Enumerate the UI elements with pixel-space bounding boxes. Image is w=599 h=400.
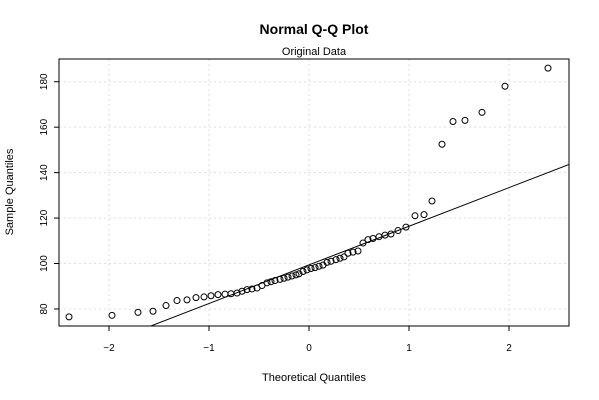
reference-line (149, 163, 569, 326)
data-point (207, 292, 215, 300)
data-point (149, 307, 157, 315)
data-point (394, 227, 402, 235)
grid-lines (59, 59, 569, 326)
data-point (369, 235, 377, 243)
y-tick-label: 100 (39, 255, 50, 272)
data-point (461, 116, 469, 124)
data-point (162, 302, 170, 310)
x-tick-label: 1 (406, 343, 412, 354)
data-point (183, 296, 191, 304)
data-point (134, 308, 142, 316)
x-tick-label: −2 (103, 343, 115, 354)
data-point (248, 285, 256, 293)
data-point (238, 287, 246, 295)
data-point (354, 247, 362, 255)
data-point (340, 253, 348, 261)
data-point (192, 294, 200, 302)
data-point (359, 239, 367, 247)
data-point (332, 256, 340, 264)
x-tick-label: −1 (203, 343, 215, 354)
data-point (411, 212, 419, 220)
data-point (288, 272, 296, 280)
data-point (295, 270, 303, 278)
data-point (271, 277, 279, 285)
data-point (364, 236, 372, 244)
data-point (200, 293, 208, 301)
data-point (478, 108, 486, 116)
data-point (420, 211, 428, 219)
data-point (327, 257, 335, 265)
data-point (349, 248, 357, 256)
data-point (438, 140, 446, 148)
data-point (307, 265, 315, 273)
chart-subtitle: Original Data (282, 46, 347, 58)
plot-border (58, 58, 570, 327)
y-axis-ticks: 80 100 120 140 160 180 (39, 73, 59, 315)
data-point (173, 297, 181, 305)
data-point (292, 271, 300, 279)
data-point (315, 262, 323, 270)
x-axis-ticks: −2 −1 0 1 2 (103, 326, 512, 354)
data-point (267, 278, 275, 286)
y-axis-label: Sample Quantiles (4, 148, 16, 235)
data-point (402, 223, 410, 231)
data-point (108, 311, 116, 319)
data-point (311, 264, 319, 272)
data-point (214, 291, 222, 299)
x-axis-label: Theoretical Quantiles (262, 372, 366, 384)
data-point (544, 64, 552, 72)
data-point (336, 254, 344, 262)
x-tick-label: 2 (506, 343, 512, 354)
data-point (501, 82, 509, 90)
y-tick-label: 160 (39, 118, 50, 135)
data-point (449, 117, 457, 125)
data-point (65, 313, 73, 321)
data-point (284, 273, 292, 281)
data-point (276, 275, 284, 283)
x-tick-label: 0 (306, 343, 312, 354)
y-tick-label: 140 (39, 164, 50, 181)
reference-line-group (149, 163, 569, 326)
data-point (323, 258, 331, 266)
data-points (65, 64, 552, 321)
data-point (303, 266, 311, 274)
data-point (243, 286, 251, 294)
data-point (387, 230, 395, 238)
y-tick-label: 80 (39, 303, 50, 315)
y-tick-label: 120 (39, 209, 50, 226)
y-tick-label: 180 (39, 73, 50, 90)
data-point (263, 279, 271, 287)
chart-title: Normal Q-Q Plot (260, 21, 369, 37)
data-point (280, 274, 288, 282)
data-point (344, 249, 352, 257)
data-point (221, 290, 229, 298)
data-point (299, 267, 307, 275)
data-point (428, 197, 436, 205)
